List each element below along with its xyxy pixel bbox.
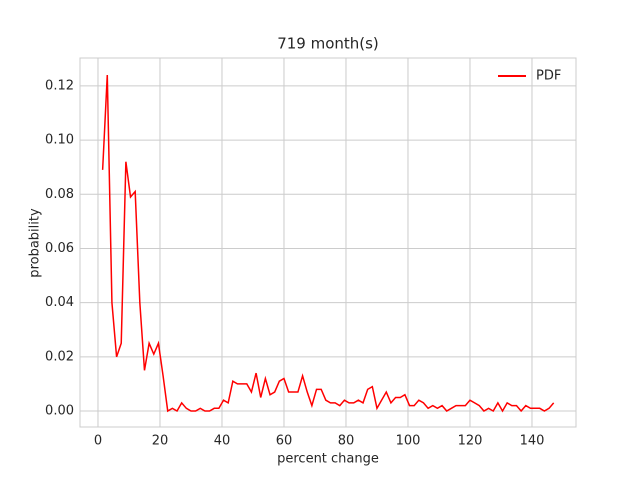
plot-frame — [79, 57, 577, 428]
y-tick-label: 0.00 — [45, 404, 74, 419]
x-tick-label: 40 — [214, 434, 231, 449]
y-tick-label: 0.06 — [45, 241, 74, 256]
x-tick-label: 120 — [458, 434, 483, 449]
y-tick-label: 0.04 — [45, 295, 74, 310]
x-tick-label: 60 — [276, 434, 293, 449]
x-axis-label: percent change — [277, 452, 379, 467]
x-tick-label: 100 — [396, 434, 421, 449]
x-tick-label: 80 — [338, 434, 355, 449]
x-tick-label: 140 — [520, 434, 545, 449]
y-tick-label: 0.12 — [45, 78, 74, 93]
y-tick-label: 0.02 — [45, 349, 74, 364]
data-line — [101, 75, 555, 413]
legend-label: PDF — [536, 69, 561, 84]
x-tick-label: 0 — [94, 434, 102, 449]
y-tick-label: 0.10 — [45, 133, 74, 148]
x-tick-label: 20 — [152, 434, 169, 449]
chart-title: 719 month(s) — [277, 35, 379, 53]
y-tick-label: 0.08 — [45, 187, 74, 202]
y-axis-label: probability — [28, 208, 43, 278]
